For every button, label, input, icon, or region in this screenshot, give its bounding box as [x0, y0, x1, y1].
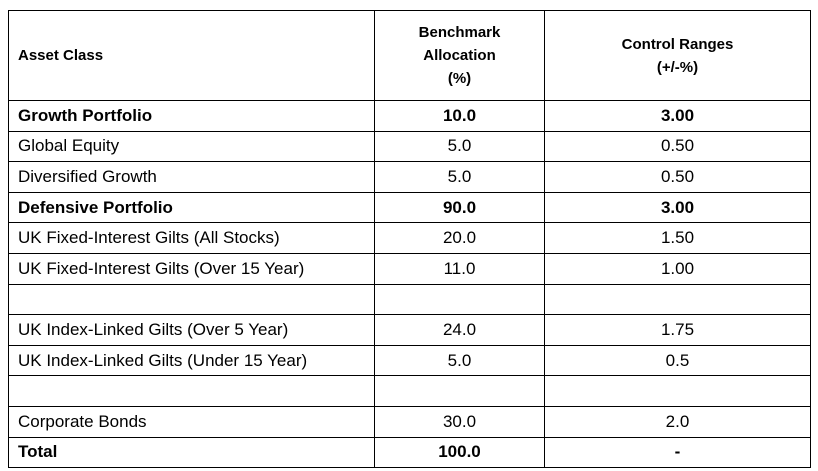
table-row [8, 283, 811, 316]
header-control-ranges: Control Ranges (+/-%) [544, 10, 811, 101]
asset-allocation-table: Asset Class Benchmark Allocation (%) Con… [8, 10, 811, 469]
asset-class-cell: Global Equity [8, 130, 375, 163]
header-control-line-2: (+/-%) [656, 58, 699, 76]
allocation-cell: 90.0 [374, 191, 545, 224]
table-header-row: Asset Class Benchmark Allocation (%) Con… [8, 10, 811, 101]
table-row: UK Fixed-Interest Gilts (Over 15 Year) 11… [8, 252, 811, 285]
control-range-cell: 0.50 [544, 161, 811, 193]
header-asset-class: Asset Class [8, 10, 375, 101]
header-benchmark-line-2: Allocation [423, 47, 496, 64]
header-benchmark-line-1: Benchmark [418, 24, 501, 41]
allocation-cell: 5.0 [374, 161, 545, 193]
table-row: UK Index-Linked Gilts (Over 5 Year) 24.0 1… [8, 314, 811, 346]
allocation-cell: 30.0 [374, 405, 545, 438]
asset-class-cell: UK Index-Linked Gilts (Over 5 Year) [8, 314, 375, 346]
control-range-cell: 3.00 [544, 191, 811, 224]
allocation-cell [374, 375, 545, 407]
asset-class-cell: UK Fixed-Interest Gilts (All Stocks) [8, 222, 375, 254]
control-range-cell: 1.75 [544, 314, 811, 346]
table-row: Growth Portfolio 10.0 3.00 [8, 100, 811, 132]
allocation-cell: 5.0 [374, 130, 545, 163]
control-range-cell: 2.0 [544, 405, 811, 438]
table-row: Defensive Portfolio 90.0 3.00 [8, 191, 811, 224]
header-control-line-1: Control Ranges [621, 35, 734, 53]
table-row: Global Equity 5.0 0.50 [8, 130, 811, 163]
asset-class-cell: UK Index-Linked Gilts (Under 15 Year) [8, 344, 375, 377]
control-range-cell: 0.5 [544, 344, 811, 377]
table-row: UK Fixed-Interest Gilts (All Stocks) 20.0… [8, 222, 811, 254]
asset-class-cell: Diversified Growth [8, 161, 375, 193]
control-range-cell: 1.00 [544, 252, 811, 285]
table-row [8, 375, 811, 407]
allocation-cell: 11.0 [374, 252, 545, 285]
table-row: Diversified Growth 5.0 0.50 [8, 161, 811, 193]
control-range-cell: 1.50 [544, 222, 811, 254]
asset-class-cell [8, 375, 375, 407]
control-range-cell [544, 283, 811, 316]
table-row: UK Index-Linked Gilts (Under 15 Year) 5.0… [8, 344, 811, 377]
asset-class-cell: Total [8, 436, 375, 469]
control-range-cell: - [544, 436, 811, 469]
control-range-cell [544, 375, 811, 407]
header-benchmark-allocation: Benchmark Allocation (%) [374, 10, 545, 101]
header-benchmark-line-3: (%) [447, 70, 472, 87]
control-range-cell: 0.50 [544, 130, 811, 163]
asset-class-cell: Corporate Bonds [8, 405, 375, 438]
asset-class-cell: UK Fixed-Interest Gilts (Over 15 Year) [8, 252, 375, 285]
allocation-cell: 24.0 [374, 314, 545, 346]
allocation-cell: 5.0 [374, 344, 545, 377]
allocation-cell: 20.0 [374, 222, 545, 254]
table-body: Growth Portfolio 10.0 3.00 Global Equity 5.0… [8, 100, 811, 469]
allocation-cell: 10.0 [374, 100, 545, 132]
allocation-cell: 100.0 [374, 436, 545, 469]
asset-class-cell [8, 283, 375, 316]
asset-class-cell: Defensive Portfolio [8, 191, 375, 224]
control-range-cell: 3.00 [544, 100, 811, 132]
table-row: Total 100.0- [8, 436, 811, 469]
asset-class-cell: Growth Portfolio [8, 100, 375, 132]
allocation-cell [374, 283, 545, 316]
table-row: Corporate Bonds 30.0 2.0 [8, 405, 811, 438]
